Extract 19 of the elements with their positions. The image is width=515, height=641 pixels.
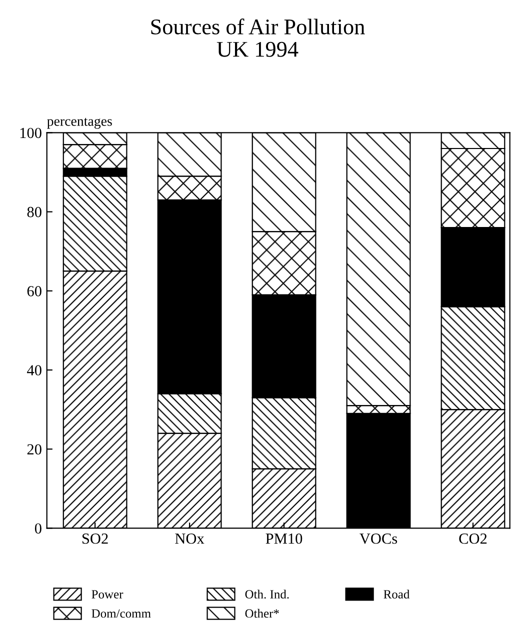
- legend-label: Dom/comm: [92, 609, 151, 618]
- y-tick-label: 20: [27, 444, 42, 455]
- chart-title: Sources of Air Pollution: [151, 18, 365, 34]
- legend-label: Power: [92, 590, 124, 599]
- chart-subtitle: UK 1994: [216, 42, 298, 57]
- x-tick-label: PM10: [266, 533, 302, 544]
- y-tick-label: 60: [27, 286, 42, 296]
- x-tick-label: NOx: [175, 534, 204, 544]
- x-tick-label: CO2: [459, 534, 487, 544]
- legend-label: Other*: [245, 608, 279, 618]
- y-tick-label: 40: [27, 365, 42, 376]
- y-axis-title: percentages: [47, 118, 112, 129]
- y-tick-label: 0: [34, 523, 42, 534]
- x-tick-label: VOCs: [360, 534, 398, 544]
- legend-label: Road: [384, 590, 410, 599]
- x-tick-label: SO2: [82, 534, 108, 544]
- y-tick-label: 100: [20, 128, 42, 138]
- y-tick-label: 80: [27, 206, 42, 218]
- legend-label: Oth. Ind.: [245, 590, 289, 599]
